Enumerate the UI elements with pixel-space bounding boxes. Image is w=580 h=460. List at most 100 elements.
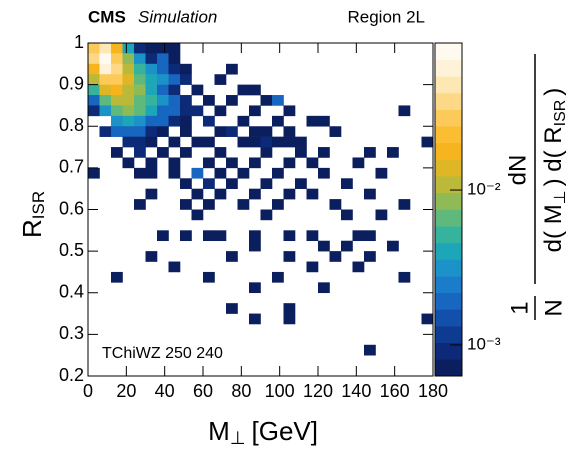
cell: [283, 136, 296, 148]
cell: [180, 178, 192, 189]
cell: [214, 147, 227, 158]
cell: [99, 53, 112, 65]
cell: [134, 84, 146, 96]
cell: [99, 84, 112, 96]
y-axis-label: RISR: [17, 191, 49, 238]
cell: [180, 126, 192, 137]
cell: [99, 63, 112, 75]
cell: [237, 115, 250, 127]
cell: [157, 105, 169, 117]
cell: [421, 136, 434, 148]
cell: [318, 167, 330, 179]
cell: [191, 136, 204, 148]
cell: [283, 126, 296, 137]
cell: [88, 63, 100, 75]
x-tick-label: 60: [193, 381, 213, 401]
cell: [134, 136, 146, 148]
colorbar-swatch: [435, 209, 462, 227]
cell: [203, 271, 215, 283]
cells: [88, 43, 434, 356]
colorbar-swatch: [435, 126, 462, 144]
cell: [99, 126, 112, 137]
cell: [88, 53, 100, 65]
cell: [191, 167, 204, 179]
cell: [364, 188, 376, 200]
cell: [214, 188, 227, 200]
y-tick-label: 0.8: [59, 115, 84, 135]
cell: [88, 84, 100, 96]
y-tick-label: 0.4: [59, 282, 84, 302]
cell: [203, 115, 215, 127]
cell: [191, 209, 204, 221]
cell: [226, 126, 238, 137]
x-tick-label: 80: [231, 381, 251, 401]
cell: [226, 157, 238, 169]
cell: [260, 147, 273, 158]
cell: [168, 261, 181, 273]
cell: [168, 63, 181, 75]
cell: [214, 230, 227, 242]
cell: [88, 43, 100, 54]
z-tick-label: 10⁻³: [467, 334, 501, 353]
z-den-sub: ⊥: [552, 190, 569, 204]
cell: [203, 157, 215, 169]
cell: [306, 115, 319, 127]
cell: [180, 199, 192, 210]
cell: [145, 95, 158, 106]
cell: [157, 126, 169, 137]
cell: [122, 157, 135, 169]
cell: [157, 95, 169, 106]
cell: [111, 84, 123, 96]
cell: [134, 147, 146, 158]
cell: [249, 240, 261, 252]
cell: [272, 199, 284, 210]
cell: [283, 251, 296, 262]
cell: [191, 105, 204, 117]
cell: [214, 126, 227, 137]
z-axis-label: 1 N dN d( M⊥) d( RISR): [504, 54, 569, 320]
cell: [249, 136, 261, 148]
x-tick-label: 40: [155, 381, 175, 401]
cell: [168, 115, 181, 127]
cell: [226, 251, 238, 262]
cell: [122, 95, 135, 106]
colorbar-swatch: [435, 276, 462, 294]
cell: [157, 63, 169, 75]
cell: [398, 199, 411, 210]
cell: [249, 282, 261, 294]
cms-sub-label: Simulation: [138, 7, 217, 26]
cell: [272, 95, 284, 106]
cell: [134, 74, 146, 85]
cell: [157, 53, 169, 65]
x-tick-label: 180: [418, 381, 448, 401]
cell: [157, 115, 169, 127]
cell: [283, 313, 296, 325]
cell: [145, 157, 158, 169]
cell: [168, 167, 181, 179]
cell: [122, 126, 135, 137]
cell: [180, 105, 192, 117]
colorbar-swatch: [435, 159, 462, 177]
colorbar-swatch: [435, 342, 462, 360]
cell: [157, 147, 169, 158]
z-den-sub: ISR: [552, 100, 569, 127]
cell: [260, 209, 273, 221]
cell: [88, 105, 100, 117]
cell: [249, 157, 261, 169]
colorbar-swatch: [435, 359, 462, 377]
cell: [283, 303, 296, 314]
cell: [318, 147, 330, 158]
cell: [168, 84, 181, 96]
cell: [134, 63, 146, 75]
cell: [352, 261, 365, 273]
cell: [237, 199, 250, 210]
cell: [122, 53, 135, 65]
cell: [99, 43, 112, 54]
x-tick-label: 120: [303, 381, 333, 401]
cell: [364, 147, 376, 158]
cell: [191, 188, 204, 200]
cell: [88, 74, 100, 85]
cell: [122, 105, 135, 117]
cell: [122, 84, 135, 96]
